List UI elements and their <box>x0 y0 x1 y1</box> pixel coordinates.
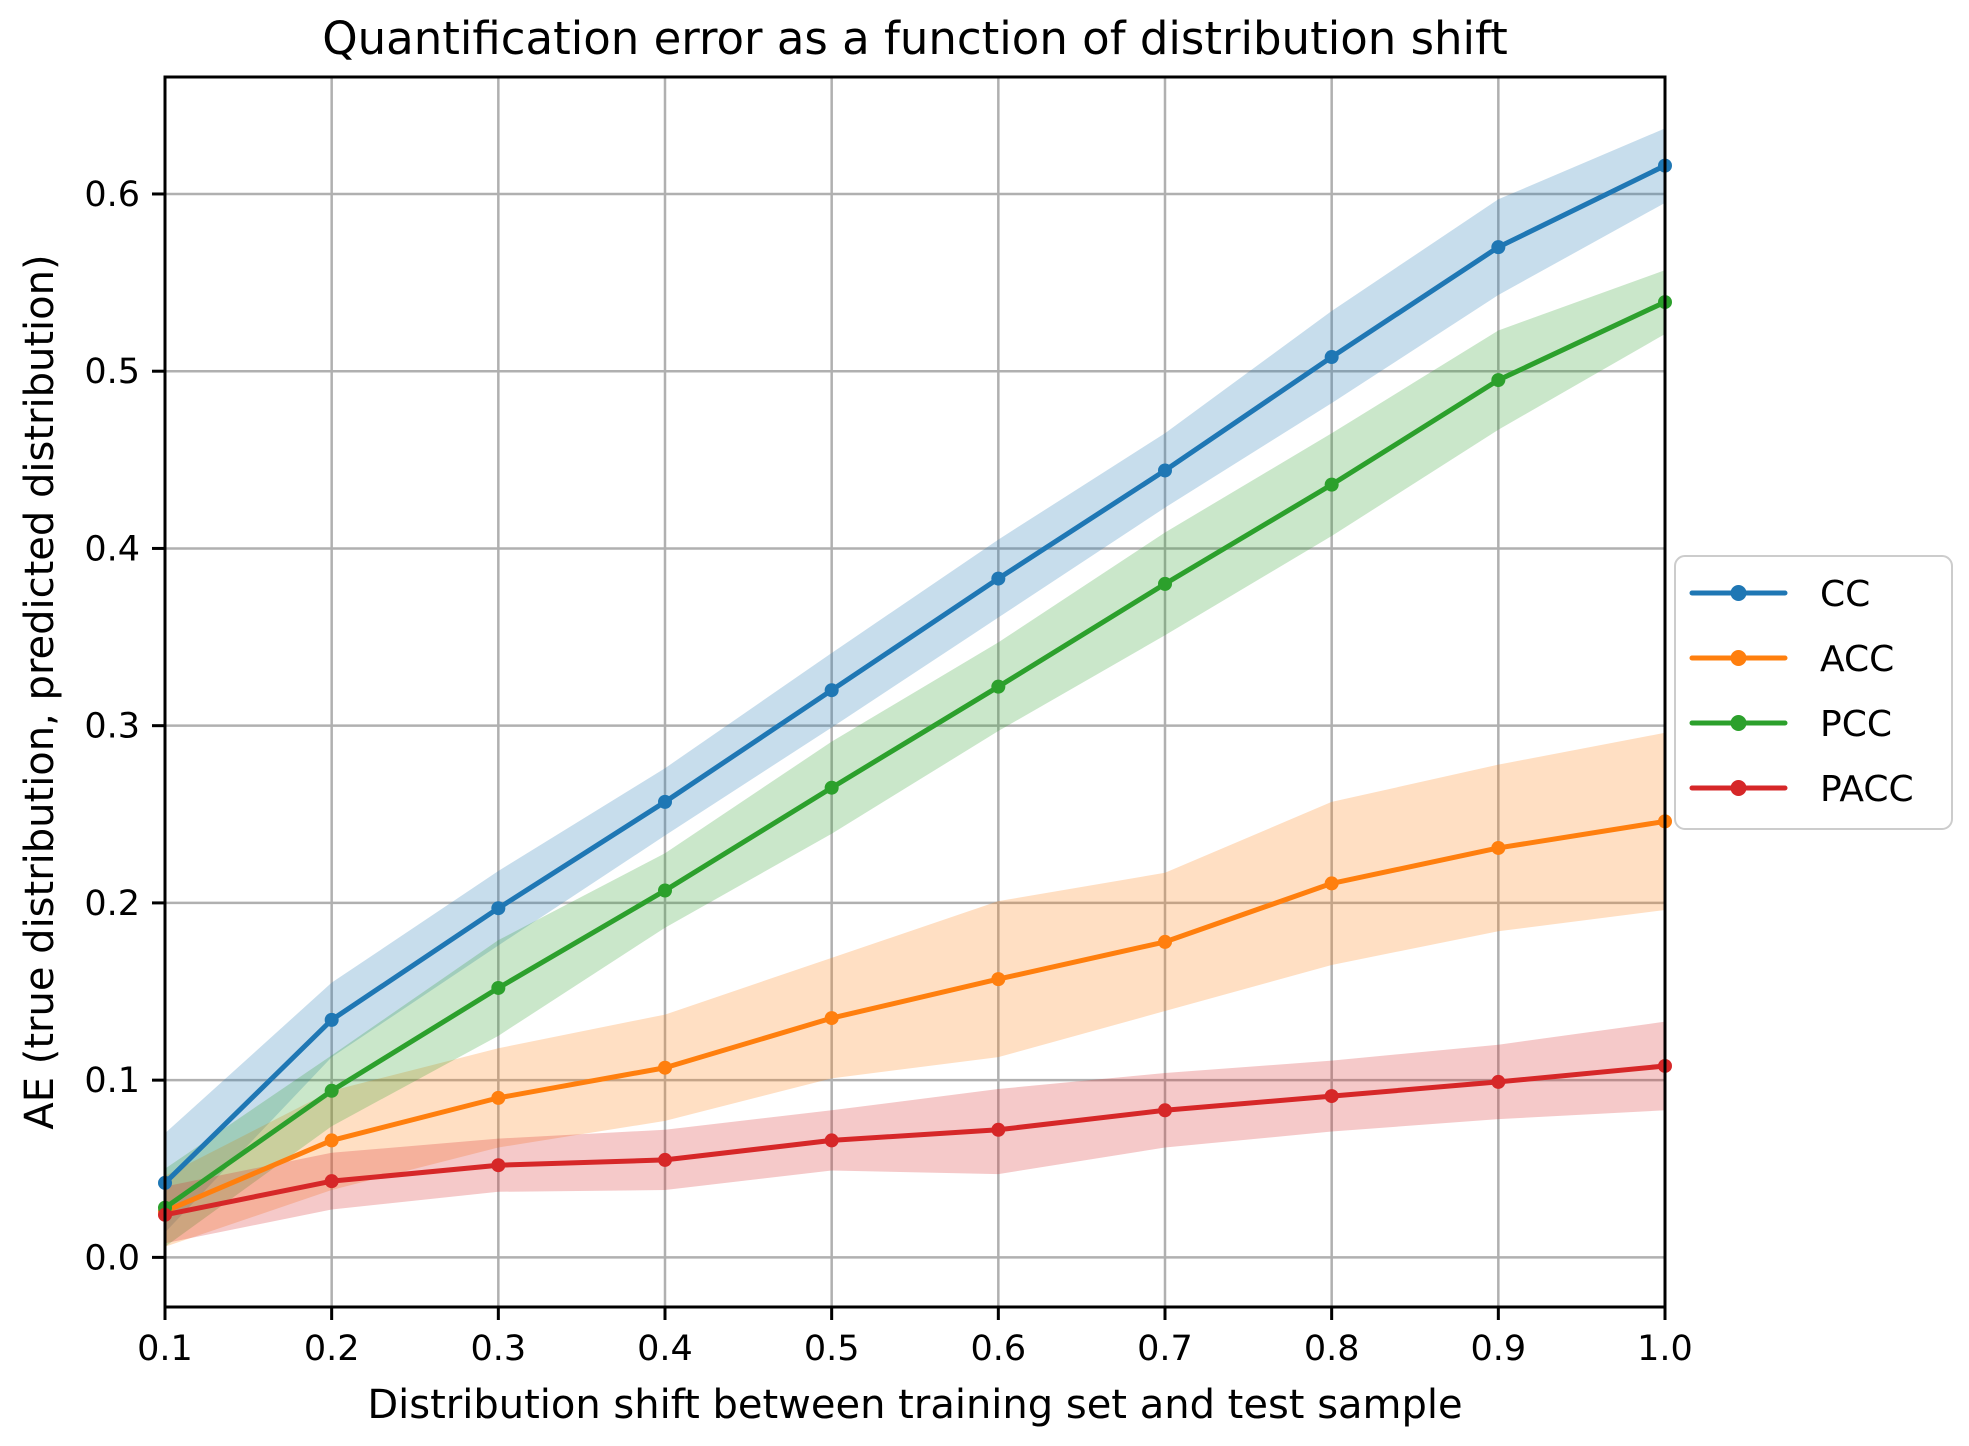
series-pacc <box>158 1058 1672 1222</box>
confidence-bands <box>165 128 1665 1247</box>
y-tick-label: 0.4 <box>84 529 140 569</box>
axis-ticks: 0.1 0.2 0.3 0.4 0.5 0.6 0.7 0.8 0.9 1.0 0.0 0.1 0.2 0… <box>84 175 1693 1369</box>
series-line-acc <box>162 818 1668 1214</box>
x-tick-label: 0.5 <box>804 1329 860 1369</box>
legend-item-acc: ACC <box>1689 639 1894 680</box>
series-marker-cc <box>658 794 672 809</box>
series-marker-cc <box>324 1012 339 1027</box>
legend-label: CC <box>1820 574 1870 615</box>
legend-label: PCC <box>1820 704 1892 745</box>
legend-marker-sample <box>1730 585 1747 601</box>
series-marker-pcc <box>991 679 1006 694</box>
x-tick-label: 0.4 <box>637 1329 693 1369</box>
x-tick-label: 0.1 <box>137 1329 193 1369</box>
series-band-pcc <box>165 270 1665 1247</box>
legend-item-pcc: PCC <box>1689 704 1892 745</box>
series-marker-pacc <box>1324 1089 1339 1104</box>
series-marker-acc <box>824 1011 839 1026</box>
y-tick-label: 0.3 <box>84 707 140 747</box>
series-marker-cc <box>1324 350 1339 365</box>
series-cc <box>158 158 1672 1190</box>
series-marker-cc <box>1158 463 1172 478</box>
series-marker-acc <box>991 972 1006 987</box>
data-lines <box>158 158 1672 1222</box>
series-marker-acc <box>1491 840 1506 855</box>
series-marker-pacc <box>491 1158 506 1173</box>
legend: CC ACC PCC PACC <box>1674 555 1953 830</box>
legend-marker-sample <box>1730 715 1747 731</box>
legend-marker-sample <box>1730 650 1747 666</box>
series-marker-acc <box>1324 876 1339 891</box>
series-marker-pcc <box>824 780 839 795</box>
series-band-pacc <box>165 1021 1665 1244</box>
series-marker-pacc <box>824 1133 839 1148</box>
series-line-pcc <box>162 299 1668 1211</box>
series-marker-cc <box>824 683 839 698</box>
series-marker-pacc <box>1491 1074 1506 1089</box>
series-marker-pcc <box>1324 477 1339 492</box>
x-tick-label: 0.2 <box>304 1329 360 1369</box>
series-marker-pcc <box>1158 576 1172 591</box>
chart-title: Quantification error as a function of di… <box>322 12 1508 65</box>
y-tick-label: 0.5 <box>84 352 140 392</box>
series-marker-acc <box>491 1090 506 1105</box>
legend-label: ACC <box>1820 639 1894 680</box>
x-tick-label: 0.6 <box>970 1329 1026 1369</box>
series-marker-pacc <box>658 1152 672 1167</box>
y-tick-label: 0.1 <box>84 1061 140 1101</box>
legend-label: PACC <box>1820 769 1914 810</box>
y-tick-label: 0.0 <box>84 1238 140 1278</box>
legend-marker-sample <box>1730 780 1747 796</box>
series-marker-cc <box>491 901 506 916</box>
series-line-pacc <box>162 1063 1668 1218</box>
x-tick-label: 0.9 <box>1470 1329 1526 1369</box>
x-tick-label: 1.0 <box>1637 1329 1693 1369</box>
series-marker-pcc <box>658 883 672 898</box>
legend-item-cc: CC <box>1689 574 1870 615</box>
series-marker-acc <box>1158 934 1172 949</box>
series-marker-pacc <box>1158 1103 1172 1118</box>
series-marker-pcc <box>324 1083 339 1098</box>
series-marker-cc <box>1491 240 1506 255</box>
legend-box <box>1674 555 1953 830</box>
y-tick-label: 0.6 <box>84 175 140 215</box>
x-tick-label: 0.8 <box>1304 1329 1360 1369</box>
x-axis-label: Distribution shift between training set … <box>367 1382 1463 1428</box>
series-marker-acc <box>324 1133 339 1148</box>
series-marker-cc <box>991 571 1006 586</box>
series-marker-pcc <box>491 980 506 995</box>
series-marker-pacc <box>324 1174 339 1189</box>
x-tick-label: 0.7 <box>1137 1329 1193 1369</box>
legend-item-pacc: PACC <box>1689 769 1914 810</box>
series-band-acc <box>165 732 1665 1247</box>
series-band-cc <box>165 128 1665 1233</box>
series-marker-pcc <box>1491 373 1506 388</box>
axes-spines <box>163 75 1667 1309</box>
series-line-cc <box>162 163 1668 1186</box>
series-marker-acc <box>658 1060 672 1075</box>
series-marker-pacc <box>991 1122 1006 1137</box>
y-tick-label: 0.2 <box>84 884 140 924</box>
x-tick-label: 0.3 <box>470 1329 526 1369</box>
